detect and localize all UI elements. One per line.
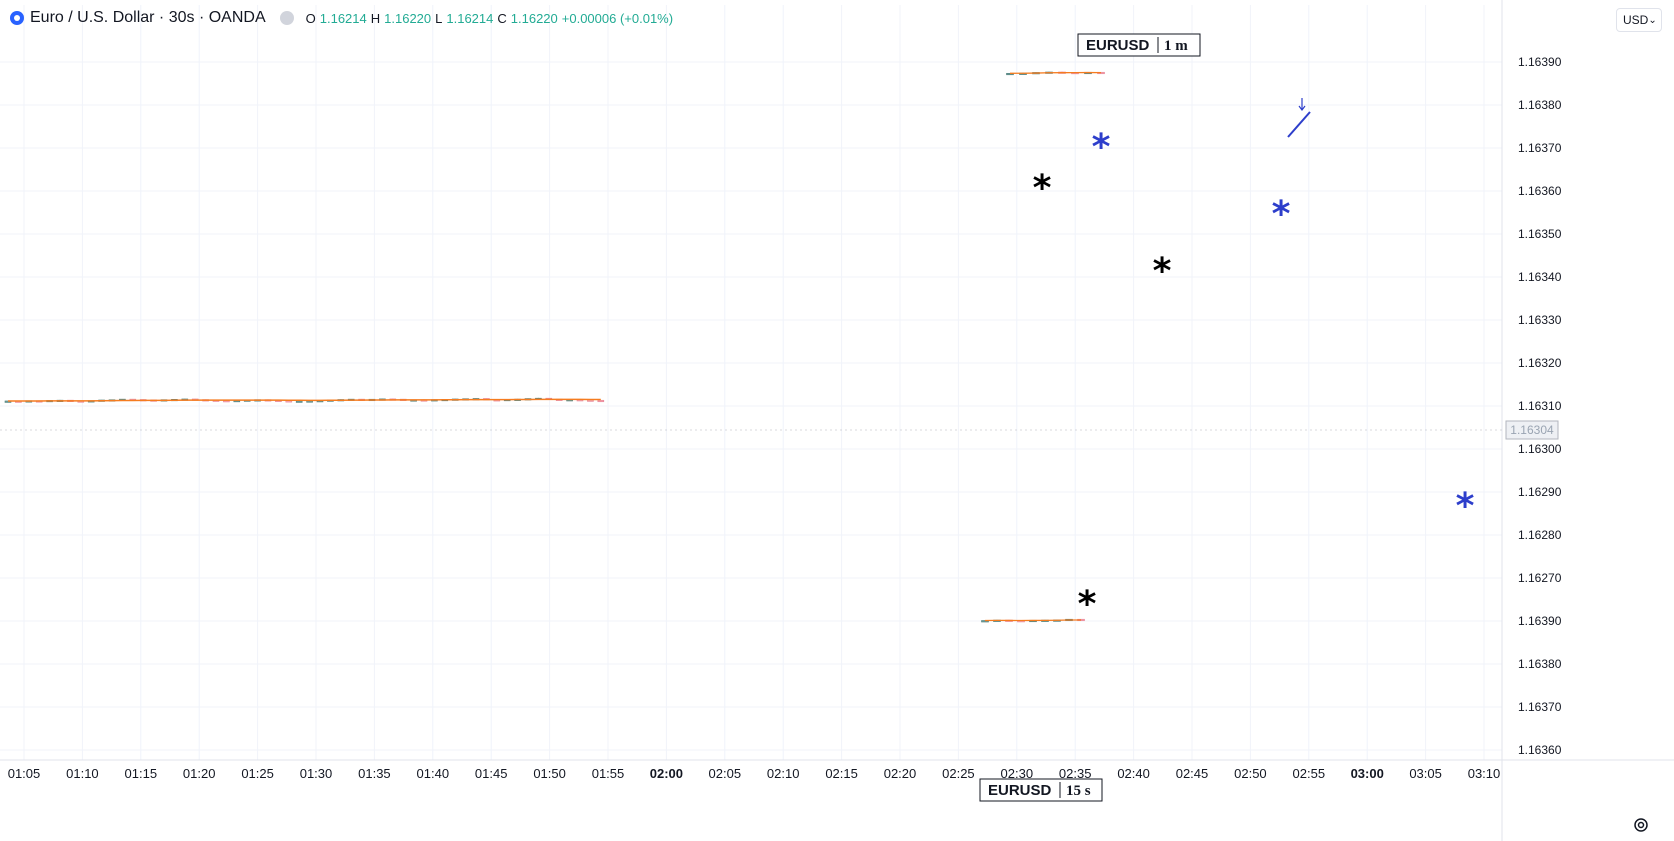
sub15s-ema-line	[985, 620, 1081, 621]
x-tick-label: 01:40	[417, 766, 450, 781]
annotation-star-black: *	[1033, 168, 1052, 209]
overlay-label-1m-symbol: EURUSD	[1086, 37, 1150, 54]
x-tick-label: 01:10	[66, 766, 99, 781]
x-tick-label: 02:40	[1117, 766, 1150, 781]
overlay-label-15s-timeframe: 15 s	[1066, 783, 1091, 799]
low-key: L	[435, 11, 442, 26]
annotation-star-blue: *	[1092, 127, 1111, 168]
last-price-value: 1.16304	[1510, 423, 1554, 437]
main-candle-body	[598, 400, 604, 402]
y-tick-label: 1.16310	[1518, 399, 1562, 413]
overlay-label-1m-timeframe: 1 m	[1164, 38, 1188, 54]
overlay-label-15s-symbol: EURUSD	[988, 782, 1052, 799]
chart-header: Euro / U.S. Dollar · 30s · OANDA O 1.1621…	[10, 7, 673, 29]
x-tick-label: 02:55	[1293, 766, 1326, 781]
annotation-star-black: *	[1153, 251, 1172, 292]
currency-label: USD	[1623, 13, 1648, 27]
y-tick-label: 1.16380	[1518, 657, 1562, 671]
symbol-logo-icon[interactable]	[10, 11, 24, 25]
sub1m-ema-line	[1010, 73, 1101, 74]
x-tick-label: 02:45	[1176, 766, 1209, 781]
currency-selector[interactable]: USD ⌄	[1616, 8, 1662, 32]
x-tick-label: 02:05	[709, 766, 742, 781]
y-tick-label: 1.16360	[1518, 184, 1562, 198]
x-tick-label: 01:15	[125, 766, 158, 781]
x-tick-label: 02:10	[767, 766, 800, 781]
y-tick-label: 1.16280	[1518, 528, 1562, 542]
y-tick-label: 1.16340	[1518, 270, 1562, 284]
annotation-star-blue: *	[1456, 486, 1475, 527]
y-tick-label: 1.16360	[1518, 743, 1562, 757]
annotation-star-black: *	[1078, 584, 1097, 625]
x-tick-label: 01:55	[592, 766, 625, 781]
high-key: H	[371, 11, 380, 26]
open-value: 1.16214	[320, 11, 367, 26]
x-tick-label: 02:15	[825, 766, 858, 781]
x-tick-label: 01:35	[358, 766, 391, 781]
x-tick-label: 02:25	[942, 766, 975, 781]
annotation-star-blue: *	[1272, 194, 1291, 235]
x-tick-label: 02:00	[650, 766, 683, 781]
x-tick-label: 01:25	[241, 766, 274, 781]
change-value: +0.00006 (+0.01%)	[562, 11, 673, 26]
x-tick-label: 03:00	[1351, 766, 1384, 781]
y-tick-label: 1.16390	[1518, 55, 1562, 69]
high-value: 1.16220	[384, 11, 431, 26]
open-key: O	[306, 11, 316, 26]
close-key: C	[497, 11, 506, 26]
y-tick-label: 1.16320	[1518, 356, 1562, 370]
symbol-title[interactable]: Euro / U.S. Dollar · 30s · OANDA	[30, 9, 266, 27]
close-value: 1.16220	[511, 11, 558, 26]
x-tick-label: 01:20	[183, 766, 216, 781]
x-tick-label: 01:50	[533, 766, 566, 781]
x-tick-label: 02:50	[1234, 766, 1267, 781]
x-tick-label: 02:20	[884, 766, 917, 781]
x-tick-label: 03:10	[1468, 766, 1501, 781]
market-status-dot[interactable]	[280, 11, 294, 25]
low-value: 1.16214	[446, 11, 493, 26]
y-tick-label: 1.16380	[1518, 98, 1562, 112]
ohlc-readout: O 1.16214 H 1.16220 L 1.16214 C 1.16220 +0.0…	[306, 11, 673, 26]
y-tick-label: 1.16270	[1518, 571, 1562, 585]
gear-icon[interactable]	[1630, 814, 1652, 836]
y-tick-label: 1.16330	[1518, 313, 1562, 327]
main-candle-body	[296, 401, 302, 403]
y-tick-label: 1.16390	[1518, 614, 1562, 628]
y-tick-label: 1.16370	[1518, 141, 1562, 155]
x-tick-label: 01:30	[300, 766, 333, 781]
x-tick-label: 03:05	[1409, 766, 1442, 781]
y-tick-label: 1.16290	[1518, 485, 1562, 499]
y-tick-label: 1.16370	[1518, 700, 1562, 714]
y-tick-label: 1.16350	[1518, 227, 1562, 241]
y-tick-label: 1.16300	[1518, 442, 1562, 456]
x-tick-label: 01:45	[475, 766, 508, 781]
chevron-down-icon: ⌄	[1648, 15, 1656, 26]
x-tick-label: 01:05	[8, 766, 41, 781]
